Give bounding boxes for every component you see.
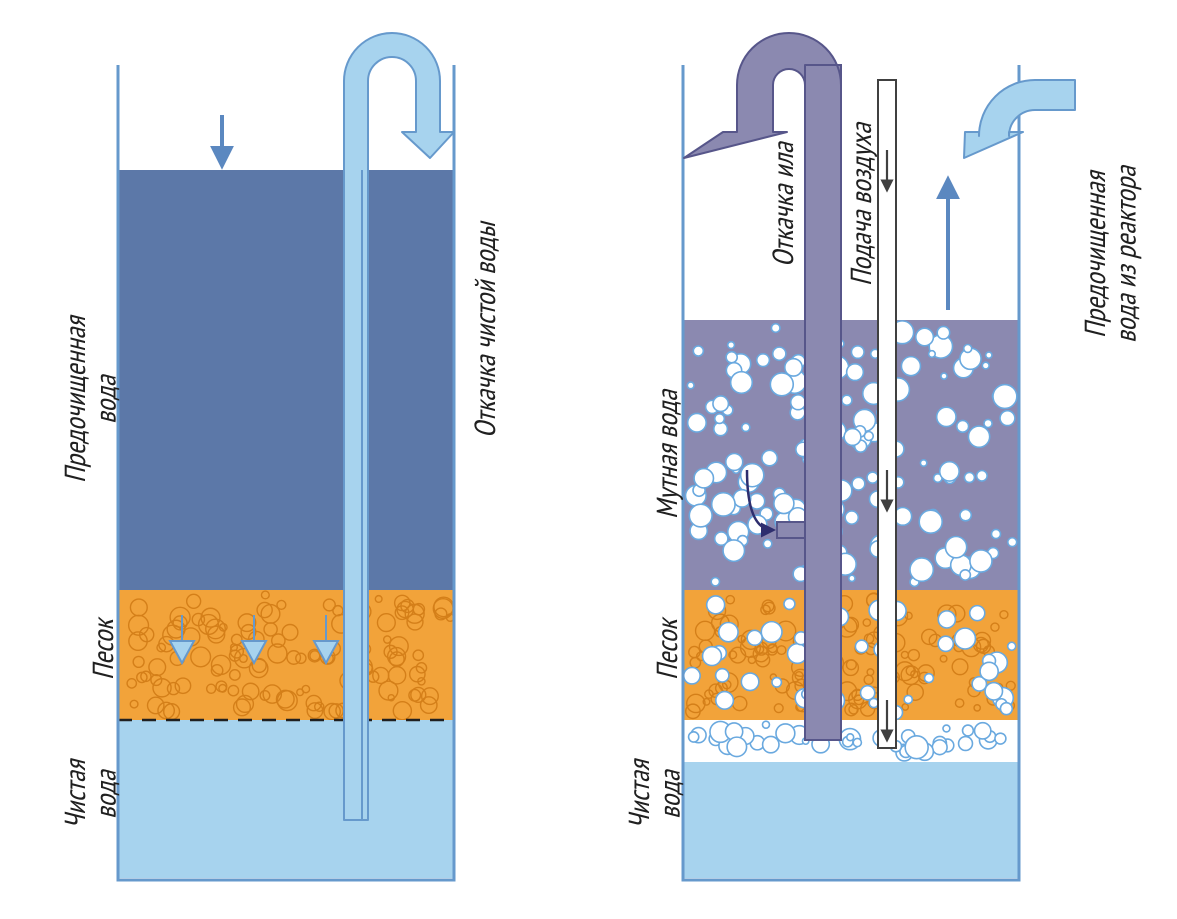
diagram-stage: Предочищенная вода Песок Чистая вода Отк…: [0, 0, 1177, 919]
label-right-sludge: Откачка ила: [768, 100, 798, 310]
label-left-pretreated: Предочищенная вода: [60, 250, 121, 550]
label-right-air: Подача воздуха: [846, 80, 876, 330]
label-left-clean: Чистая вода: [60, 720, 121, 870]
label-left-pumping: Откачка чистой воды: [470, 140, 500, 520]
label-right-clean: Чистая вода: [624, 720, 685, 870]
label-right-reactor: Предочищенная вода из реактора: [1080, 95, 1141, 415]
diagram-svg: [0, 0, 1177, 919]
label-right-turbid: Мутная вода: [652, 340, 682, 570]
label-left-sand: Песок: [88, 590, 118, 710]
label-right-sand: Песок: [652, 590, 682, 710]
